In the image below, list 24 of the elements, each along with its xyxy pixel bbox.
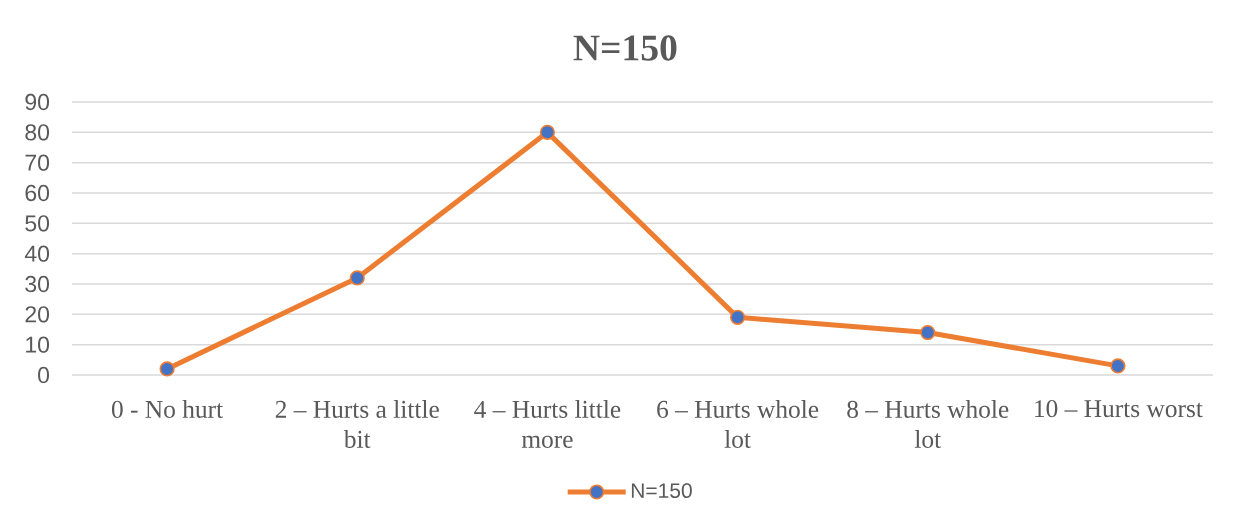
chart-title: N=150: [573, 35, 677, 61]
legend-label: N=150: [631, 483, 692, 499]
point: [920, 324, 936, 341]
y-tick-label: 10: [26, 336, 50, 353]
x-tick-label: 2 – Hurts a little bit: [275, 400, 439, 448]
y-tick-label: 0: [38, 366, 50, 384]
point: [729, 309, 746, 325]
y-tick-label: 30: [25, 275, 50, 293]
x-tick-label: 8 – Hurts whole lot: [847, 400, 1009, 448]
point: [1110, 358, 1126, 374]
y-tick-label: 20: [25, 306, 50, 323]
x-tick-label: 6 – Hurts whole lot: [657, 400, 819, 448]
y-tick-label: 60: [25, 184, 50, 202]
y-tick-label: 80: [25, 124, 50, 141]
y-tick-label: 90: [25, 93, 50, 111]
y-tick-label: 70: [25, 154, 50, 171]
y-tick-label: 50: [25, 215, 50, 232]
point: [539, 124, 556, 140]
point: [159, 361, 175, 377]
y-tick-label: 40: [24, 245, 50, 262]
x-tick-label: 4 – Hurts little more: [474, 400, 621, 448]
x-tick-label: 10 – Hurts worst: [1035, 400, 1203, 418]
point: [349, 270, 365, 286]
x-tick-label: 0 - No hurt: [111, 400, 223, 418]
